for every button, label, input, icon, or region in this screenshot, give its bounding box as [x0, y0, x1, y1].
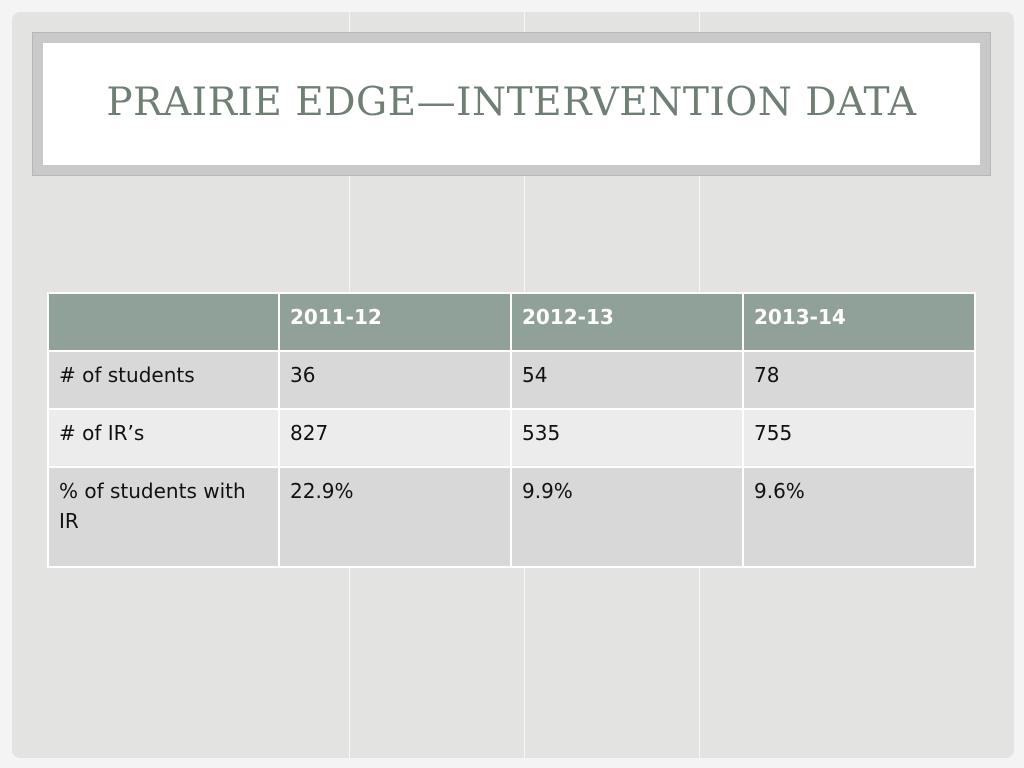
table-row: # of IR’s 827 535 755: [47, 408, 976, 468]
table-row: # of students 36 54 78: [47, 350, 976, 410]
row-label: # of IR’s: [47, 408, 280, 468]
title-panel: PRAIRIE EDGE—INTERVENTION DATA: [43, 43, 980, 165]
table-header-cell: 2012-13: [510, 292, 744, 352]
table-cell: 54: [510, 350, 744, 410]
slide-title: PRAIRIE EDGE—INTERVENTION DATA: [106, 79, 917, 125]
slide: PRAIRIE EDGE—INTERVENTION DATA 2011-12 2…: [12, 12, 1014, 758]
intervention-data-table: 2011-12 2012-13 2013-14 # of students 36…: [47, 292, 976, 568]
table-header-row: 2011-12 2012-13 2013-14: [47, 292, 976, 352]
table-header-cell: 2013-14: [742, 292, 976, 352]
table-cell: 535: [510, 408, 744, 468]
table-cell: 755: [742, 408, 976, 468]
table-cell: 22.9%: [278, 466, 512, 568]
table-cell: 9.9%: [510, 466, 744, 568]
table-cell: 36: [278, 350, 512, 410]
title-frame: PRAIRIE EDGE—INTERVENTION DATA: [32, 32, 991, 176]
row-label: % of students with IR: [47, 466, 280, 568]
table-cell: 827: [278, 408, 512, 468]
table-cell: 78: [742, 350, 976, 410]
table-header-cell: 2011-12: [278, 292, 512, 352]
table-cell: 9.6%: [742, 466, 976, 568]
row-label: # of students: [47, 350, 280, 410]
table-header-cell: [47, 292, 280, 352]
table-row: % of students with IR 22.9% 9.9% 9.6%: [47, 466, 976, 568]
